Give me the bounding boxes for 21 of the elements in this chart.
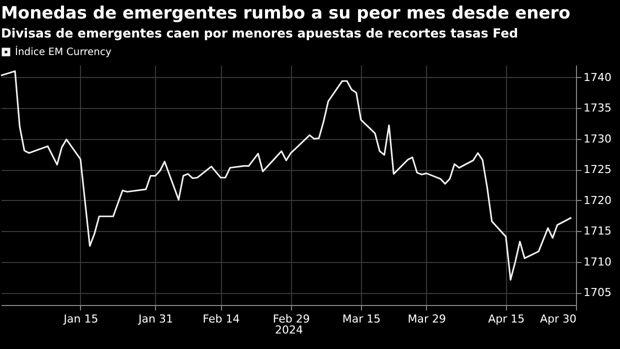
line-series (0, 70, 572, 281)
y-tick-label: 1725 (584, 163, 612, 176)
y-tick-label: 1735 (584, 102, 612, 115)
x-tick-label: Apr 30 (540, 312, 576, 326)
x-tick-label: Mar 29 (408, 312, 446, 326)
x-tick-label: Jan 15 (62, 312, 98, 326)
x-axis-title: 2024 (275, 324, 303, 336)
y-tick-label: 1720 (584, 194, 612, 207)
y-tick-label: 1715 (584, 224, 612, 238)
y-tick-label: 1705 (584, 286, 612, 300)
chart-subtitle: Divisas de emergentes caen por menores apuestas de recortes tasas Fed (1, 26, 518, 40)
legend-label: Índice EM Currency (15, 45, 112, 58)
x-tick-label: Jan 31 (138, 312, 173, 326)
chart-title: Monedas de emergentes rumbo a su peor mes desde enero (1, 4, 570, 24)
y-tick-label: 1740 (584, 70, 612, 84)
y-tick-label: 1710 (584, 255, 612, 268)
x-tick-label: Mar 15 (342, 312, 381, 326)
y-tick-label: 1730 (584, 132, 612, 146)
x-tick-label: Feb 29 (272, 312, 310, 326)
x-tick-label: Apr 15 (488, 312, 525, 326)
x-tick-label: Feb 14 (202, 312, 240, 326)
